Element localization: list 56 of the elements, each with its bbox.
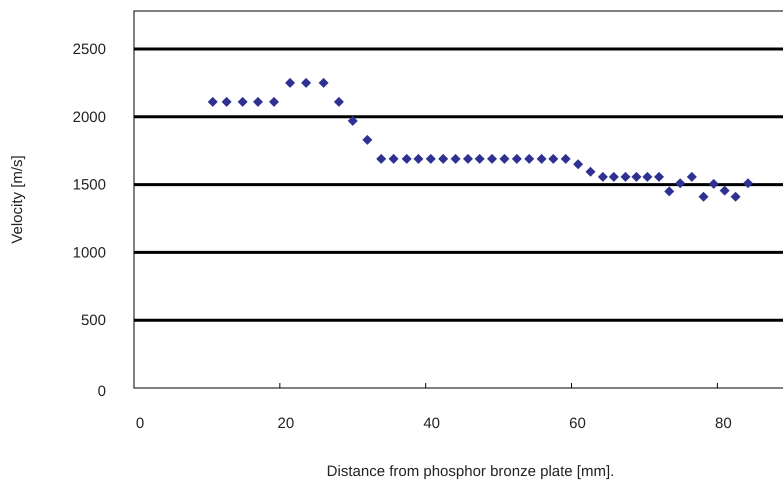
point	[450, 154, 461, 164]
point	[620, 172, 630, 182]
x-tick-label: 20	[278, 415, 294, 432]
point	[720, 186, 730, 196]
y-tick-label: 2500	[72, 40, 106, 58]
point	[222, 96, 232, 107]
point	[238, 96, 248, 107]
point	[301, 78, 312, 88]
point	[698, 192, 709, 202]
y-tick-label: 1000	[72, 244, 106, 262]
point	[573, 159, 584, 170]
point	[743, 178, 753, 188]
point	[426, 154, 436, 164]
point	[362, 134, 372, 145]
x-axis-title: Distance from phosphor bronze plate [mm].	[326, 463, 614, 480]
point	[252, 96, 263, 107]
point	[548, 154, 558, 164]
point	[474, 154, 485, 164]
point	[536, 154, 547, 164]
y-tick-label: 0	[98, 383, 106, 400]
x-tick-label: 40	[423, 415, 440, 432]
point	[664, 186, 674, 196]
y-tick-label: 500	[80, 312, 106, 330]
point	[642, 172, 652, 182]
point	[413, 154, 424, 164]
point	[376, 154, 386, 164]
point	[654, 172, 664, 182]
y-tick-label: 1500	[72, 176, 106, 194]
point	[524, 154, 534, 164]
point	[708, 178, 719, 189]
point	[631, 172, 642, 182]
point	[318, 78, 329, 88]
x-tick-label: 0	[136, 415, 144, 432]
x-tick-label: 60	[569, 415, 586, 432]
point	[675, 178, 686, 188]
x-tick-label: 80	[715, 415, 732, 432]
point	[499, 154, 510, 164]
point	[285, 78, 296, 88]
point	[686, 172, 697, 182]
y-axis-title: Velocity [m/s]	[9, 155, 26, 244]
point	[462, 154, 473, 164]
point	[598, 172, 608, 182]
point	[560, 154, 571, 164]
point	[585, 166, 596, 177]
point	[208, 96, 218, 107]
point	[334, 96, 344, 107]
point	[730, 192, 741, 202]
point	[402, 154, 412, 164]
point	[269, 96, 280, 107]
point	[388, 154, 399, 164]
y-tick-label: 2000	[72, 108, 106, 126]
point	[348, 116, 358, 126]
point	[438, 154, 448, 164]
point	[487, 154, 498, 164]
point	[512, 154, 522, 164]
point	[608, 172, 619, 182]
